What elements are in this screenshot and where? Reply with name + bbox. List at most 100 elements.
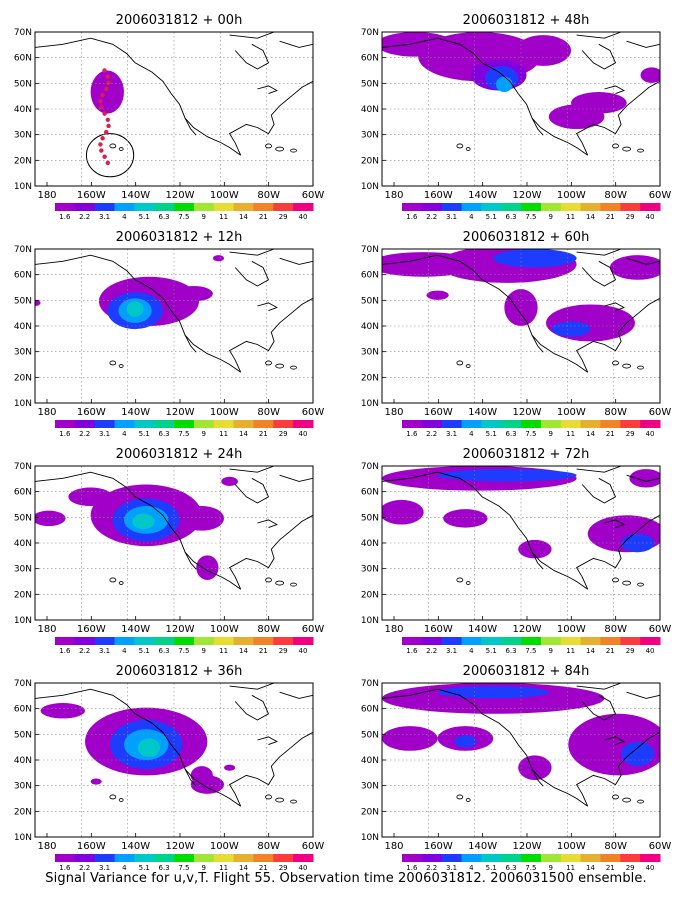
variance-contour: [493, 249, 577, 268]
colorbar-label: 1.6: [59, 430, 71, 438]
coastline: [234, 43, 270, 70]
lon-label: 100W: [557, 407, 586, 418]
colorbar-swatch: [580, 854, 601, 862]
colorbar: 1.6 2.2 3.1 4 5.1 6.3 7.5 9 11 14 21 29 40: [402, 203, 661, 221]
colorbar-label: 2.2: [79, 430, 90, 438]
lon-label: 140W: [468, 190, 497, 201]
island: [637, 365, 644, 370]
colorbar-swatch: [560, 637, 582, 645]
lat-label: 10N: [361, 399, 379, 409]
island: [465, 147, 471, 151]
colorbar-label: 14: [239, 647, 248, 655]
panel-title: 2006031812 + 48h: [463, 13, 590, 28]
panel-48h: 2006031812 + 48h 70N 60N 50N 40N 30N 20N 10N 180…: [361, 13, 672, 221]
colorbar-swatch: [293, 854, 314, 862]
coastline: [531, 117, 544, 136]
lat-label: 60N: [14, 705, 32, 715]
colorbar-swatch: [640, 854, 661, 862]
coastline: [229, 32, 275, 39]
coastline: [228, 297, 313, 373]
colorbar-swatch: [134, 203, 155, 211]
coastline: [382, 688, 588, 807]
colorbar-label: 21: [259, 213, 268, 221]
coastline: [531, 551, 544, 570]
lon-label: 160W: [77, 190, 106, 201]
colorbar-label: 14: [586, 213, 595, 221]
figure-caption: Signal Variance for u,v,T. Flight 55. Ob…: [45, 871, 647, 886]
lon-label: 160W: [77, 624, 106, 635]
colorbar-label: 4: [122, 864, 127, 872]
lat-label: 50N: [14, 513, 32, 523]
colorbar-label: 7.5: [178, 864, 189, 872]
colorbar-label: 6.3: [506, 430, 517, 438]
coastline: [229, 683, 275, 690]
colorbar-label: 5.1: [486, 430, 497, 438]
colorbar-swatch: [213, 637, 235, 645]
colorbar-label: 4: [122, 213, 127, 221]
colorbar-swatch: [620, 420, 641, 428]
lon-label: 140W: [121, 624, 150, 635]
lat-label: 70N: [361, 679, 379, 689]
colorbar-swatch: [174, 637, 195, 645]
colorbar-swatch: [253, 637, 274, 645]
lon-label: 80W: [604, 624, 627, 635]
coastline: [581, 477, 617, 504]
lon-label: 180: [37, 841, 56, 852]
variance-contour: [504, 289, 538, 326]
coastline: [279, 40, 313, 48]
colorbar-swatch: [253, 420, 274, 428]
colorbar-label: 1.6: [406, 647, 418, 655]
island: [275, 146, 285, 152]
coastline: [279, 257, 313, 265]
colorbar-label: 2.2: [426, 213, 437, 221]
lon-label: 180: [384, 190, 403, 201]
colorbar-swatch: [600, 854, 621, 862]
colorbar-swatch: [74, 637, 96, 645]
colorbar-label: 7.5: [525, 864, 536, 872]
lat-label: 40N: [361, 322, 379, 332]
coastline: [576, 683, 622, 690]
coastline: [576, 466, 622, 473]
variance-contour: [90, 778, 102, 785]
colorbar-swatch: [402, 854, 423, 862]
colorbar-label: 6.3: [159, 430, 170, 438]
colorbar-swatch: [253, 854, 274, 862]
variance-contour: [212, 255, 225, 262]
island: [109, 143, 117, 149]
colorbar-label: 14: [586, 430, 595, 438]
lat-label: 40N: [361, 756, 379, 766]
colorbar-swatch: [640, 420, 661, 428]
colorbar-label: 21: [606, 430, 615, 438]
panel-title: 2006031812 + 84h: [463, 664, 590, 679]
colorbar-swatch: [193, 203, 215, 211]
colorbar-label: 3.1: [99, 647, 110, 655]
colorbar-label: 2.2: [79, 864, 90, 872]
colorbar-label: 9: [202, 430, 206, 438]
lat-label: 50N: [14, 296, 32, 306]
lat-label: 40N: [14, 539, 32, 549]
colorbar-swatch: [441, 854, 463, 862]
colorbar-label: 4: [469, 647, 474, 655]
coastline: [257, 736, 278, 746]
observation-point: [104, 86, 109, 92]
colorbar-swatch: [273, 637, 294, 645]
observation-point: [102, 154, 107, 159]
colorbar-label: 29: [626, 864, 635, 872]
colorbar-label: 11: [566, 647, 575, 655]
coastline: [604, 302, 625, 312]
island: [456, 577, 464, 583]
colorbar-label: 7.5: [525, 430, 536, 438]
colorbar-label: 14: [239, 864, 248, 872]
coastline: [35, 471, 241, 590]
colorbar-swatch: [560, 203, 582, 211]
island: [612, 143, 619, 149]
colorbar-swatch: [134, 854, 155, 862]
coastline: [184, 334, 197, 353]
coastline: [576, 249, 622, 256]
colorbar-label: 40: [299, 647, 308, 655]
colorbar-label: 14: [239, 430, 248, 438]
coastline: [234, 477, 270, 504]
lat-label: 30N: [14, 565, 32, 575]
colorbar-swatch: [521, 420, 542, 428]
observation-point: [106, 80, 111, 86]
